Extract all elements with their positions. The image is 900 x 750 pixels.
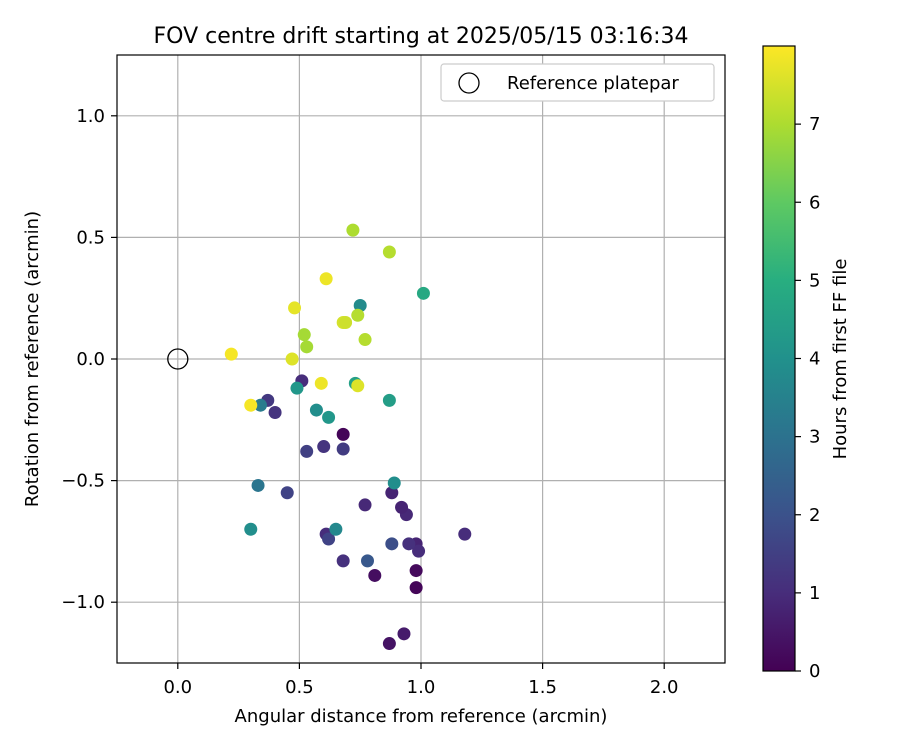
- data-point: [385, 486, 399, 500]
- data-point: [253, 398, 267, 412]
- data-point: [336, 427, 350, 441]
- data-point: [288, 301, 302, 315]
- data-point: [224, 347, 238, 361]
- data-point: [351, 308, 365, 322]
- data-point: [244, 522, 258, 536]
- data-point: [309, 403, 323, 417]
- data-point: [458, 527, 472, 541]
- y-tick-label: 1.0: [76, 106, 105, 127]
- data-point: [382, 637, 396, 651]
- colorbar-tick-label: 5: [809, 270, 820, 291]
- data-point: [297, 328, 311, 342]
- y-tick-label: −1.0: [61, 592, 105, 613]
- reference-platepar-marker: [167, 348, 189, 370]
- data-point: [300, 444, 314, 458]
- data-point: [251, 478, 265, 492]
- data-point: [290, 381, 304, 395]
- data-point: [382, 393, 396, 407]
- x-tick-label: 1.5: [528, 677, 557, 698]
- data-points: [224, 223, 472, 651]
- data-point: [339, 316, 353, 330]
- data-point: [314, 376, 328, 390]
- colorbar-ticks: 0 1 2 3 4 5 6 7: [795, 114, 820, 682]
- x-tick-label: 1.0: [407, 677, 436, 698]
- data-point: [412, 544, 426, 558]
- data-point: [322, 532, 336, 546]
- data-point: [300, 340, 314, 354]
- colorbar-tick-label: 6: [809, 192, 820, 213]
- data-point: [322, 410, 336, 424]
- y-axis-ticks: −1.0 −0.5 0.0 0.5 1.0: [61, 106, 117, 613]
- grid-lines: [117, 55, 725, 663]
- data-point: [317, 440, 331, 454]
- y-tick-label: −0.5: [61, 471, 105, 492]
- colorbar-tick-label: 7: [809, 114, 820, 135]
- data-point: [395, 500, 409, 514]
- x-tick-label: 0.0: [163, 677, 192, 698]
- data-point: [244, 398, 258, 412]
- colorbar-tick-label: 4: [809, 349, 820, 370]
- data-point: [409, 564, 423, 578]
- data-point: [358, 498, 372, 512]
- colorbar-tick-label: 2: [809, 505, 820, 526]
- reference-marker-group: [167, 348, 189, 370]
- data-point: [353, 298, 367, 312]
- data-point: [387, 476, 401, 490]
- data-point: [402, 537, 416, 551]
- colorbar-tick-label: 1: [809, 583, 820, 604]
- x-axis-ticks: 0.0 0.5 1.0 1.5 2.0: [163, 663, 679, 698]
- data-point: [409, 581, 423, 595]
- data-point: [280, 486, 294, 500]
- data-point: [358, 333, 372, 347]
- colorbar-gradient: [762, 45, 796, 672]
- data-point: [382, 245, 396, 259]
- data-point: [351, 379, 365, 393]
- colorbar-label: Hours from first FF file: [830, 259, 851, 460]
- data-point: [368, 568, 382, 582]
- data-point: [285, 352, 299, 366]
- x-tick-label: 2.0: [650, 677, 679, 698]
- y-axis-label: Rotation from reference (arcmin): [22, 211, 43, 507]
- legend-box: [440, 63, 715, 102]
- x-axis-label: Angular distance from reference (arcmin): [235, 706, 608, 727]
- data-point: [385, 537, 399, 551]
- data-point: [336, 554, 350, 568]
- colorbar-tick-label: 3: [809, 427, 820, 448]
- chart-title: FOV centre drift starting at 2025/05/15 …: [154, 24, 689, 49]
- legend-label: Reference platepar: [507, 73, 679, 94]
- data-point: [336, 442, 350, 456]
- y-tick-label: 0.0: [76, 349, 105, 370]
- y-tick-label: 0.5: [76, 227, 105, 248]
- x-tick-label: 0.5: [285, 677, 314, 698]
- data-point: [397, 627, 411, 641]
- data-point: [319, 272, 333, 286]
- colorbar-tick-label: 0: [809, 661, 820, 682]
- data-point: [329, 522, 343, 536]
- legend-marker-icon: [458, 72, 480, 94]
- data-point: [360, 554, 374, 568]
- data-point: [268, 406, 282, 420]
- colorbar: 0 1 2 3 4 5 6 7 Hours from first FF file: [762, 45, 851, 682]
- data-point: [416, 286, 430, 300]
- data-point: [346, 223, 360, 237]
- legend: Reference platepar: [440, 63, 715, 102]
